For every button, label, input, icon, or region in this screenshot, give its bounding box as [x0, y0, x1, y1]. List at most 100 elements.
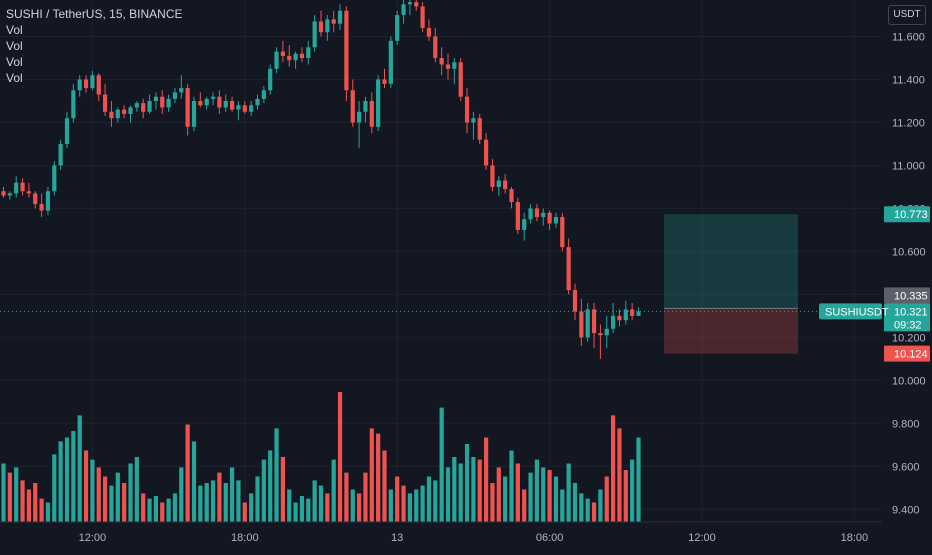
position-tool[interactable]: [664, 214, 798, 354]
candle-body: [337, 10, 343, 24]
candle-body: [344, 10, 349, 91]
volume-bar: [223, 483, 228, 522]
volume-label-4[interactable]: Vol: [6, 71, 23, 85]
time-axis[interactable]: [0, 522, 882, 550]
price-tick-label: 11.200: [892, 117, 925, 129]
volume-bar: [33, 483, 38, 522]
candle-body: [414, 2, 419, 7]
volume-bar: [395, 476, 400, 522]
volume-bar: [585, 498, 590, 522]
volume-bar: [331, 459, 336, 522]
candle-body: [560, 217, 565, 248]
volume-bar: [579, 493, 584, 522]
volume-label-3[interactable]: Vol: [6, 55, 23, 69]
candle-body: [490, 165, 495, 187]
volume-bar: [166, 498, 171, 522]
volume-bar: [14, 467, 19, 522]
symbol-title[interactable]: SUSHI / TetherUS, 15, BINANCE: [6, 7, 183, 21]
volume-bar: [484, 437, 489, 522]
volume-bar: [566, 463, 571, 522]
candle-body: [388, 40, 393, 84]
candle-body: [426, 27, 432, 37]
time-tick-label: 12:00: [79, 532, 107, 544]
candle-body: [185, 88, 190, 127]
volume-bar: [414, 489, 419, 522]
candle-body: [166, 98, 171, 108]
volume-bar: [90, 459, 95, 522]
candle-body: [331, 19, 336, 24]
volume-bar: [153, 496, 158, 522]
candle-body: [604, 328, 609, 336]
volume-bar: [420, 485, 425, 522]
volume-bar: [179, 467, 184, 522]
volume-bar: [604, 476, 609, 522]
candle-body: [179, 88, 184, 93]
volume-bar: [591, 502, 597, 522]
candle-body: [452, 62, 457, 69]
candle-body: [534, 208, 539, 218]
volume-label-2[interactable]: Vol: [6, 39, 23, 53]
candle-body: [445, 64, 451, 69]
volume-bar: [128, 463, 133, 522]
candle-body: [528, 208, 533, 220]
volume-bar: [134, 457, 139, 522]
stop-loss-tag: 10.124: [894, 349, 928, 361]
candle-body: [58, 143, 63, 166]
price-tick-label: 11.400: [892, 75, 925, 87]
candle-body: [306, 47, 311, 59]
volume-bar: [503, 476, 508, 522]
price-axis[interactable]: [882, 0, 932, 550]
candle-body: [52, 165, 57, 192]
candle-body: [128, 107, 133, 114]
volume-bar: [71, 431, 76, 522]
price-tick-label: 11.600: [892, 32, 925, 44]
volume-bar: [1, 463, 6, 522]
candle-body: [191, 100, 197, 127]
price-tick-label: 10.000: [892, 375, 926, 387]
volume-bar: [617, 428, 622, 522]
candle-body: [7, 193, 12, 196]
volume-bar: [83, 450, 89, 522]
candle-body: [1, 191, 6, 196]
volume-bar: [172, 493, 178, 522]
candle-body: [204, 98, 209, 106]
candle-body: [141, 103, 146, 112]
volume-bar: [445, 467, 451, 522]
symbol-tag: SUSHIUSDT: [825, 306, 889, 318]
volume-bar: [553, 476, 559, 522]
volume-bar: [58, 441, 63, 522]
candle-body: [407, 2, 412, 5]
candle-body: [395, 15, 400, 41]
candle-body: [268, 68, 273, 91]
volume-bar: [26, 489, 31, 522]
candle-body: [293, 53, 298, 61]
candle-body: [458, 62, 463, 97]
current-price-tag-bg: [884, 303, 930, 332]
candle-body: [369, 100, 374, 127]
volume-bar: [452, 457, 457, 522]
currency-button[interactable]: USDT: [888, 5, 926, 25]
candle-body: [115, 109, 120, 119]
volume-bar: [191, 441, 197, 522]
volume-bar: [249, 493, 254, 522]
volume-bar: [388, 489, 393, 522]
candle-body: [153, 96, 158, 101]
volume-bar: [325, 493, 330, 522]
volume-bar: [141, 493, 146, 522]
volume-bar: [344, 472, 349, 522]
candle-body: [636, 311, 641, 316]
volume-bar: [541, 467, 546, 522]
price-tick-label: 11.000: [892, 160, 925, 172]
candle-body: [325, 19, 330, 33]
volume-bar: [547, 470, 552, 522]
volume-bars: [1, 392, 641, 522]
volume-bar: [630, 459, 635, 522]
volume-bar: [528, 472, 533, 522]
volume-bar: [261, 459, 266, 522]
volume-bar: [20, 480, 25, 522]
volume-bar: [471, 457, 476, 522]
volume-label-1[interactable]: Vol: [6, 23, 23, 37]
candle-body: [617, 315, 622, 321]
